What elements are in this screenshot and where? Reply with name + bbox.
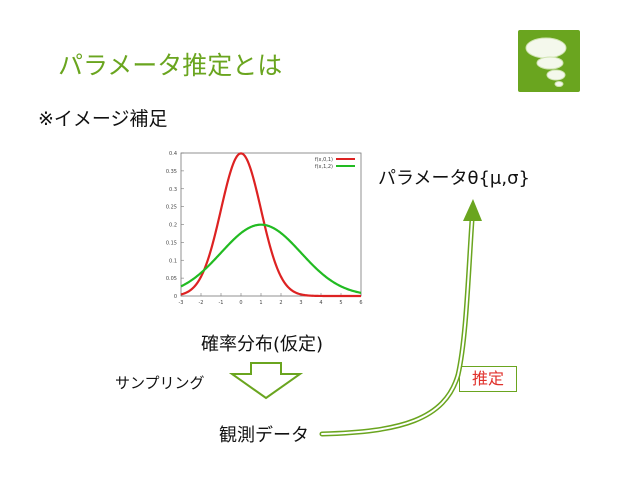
y-tick-label: 0.4 [169, 151, 177, 157]
legend-label: f(x,0,1) [315, 157, 333, 163]
y-tick-label: 0.05 [166, 276, 177, 282]
distribution-label: 確率分布(仮定) [201, 334, 324, 355]
x-tick-label: 5 [339, 300, 342, 306]
y-tick-label: 0.35 [166, 169, 177, 175]
observed-data-label: 観測データ [219, 425, 309, 446]
sampling-down-arrow [228, 362, 304, 400]
x-tick-label: -3 [179, 300, 184, 306]
y-tick-label: 0 [174, 294, 177, 300]
x-tick-label: -1 [219, 300, 224, 306]
x-tick-label: 3 [299, 300, 302, 306]
legend-label: f(x,1,2) [315, 164, 333, 170]
y-tick-label: 0.2 [169, 223, 177, 229]
y-tick-label: 0.3 [169, 187, 177, 193]
y-tick-label: 0.15 [166, 240, 177, 246]
x-tick-label: 0 [239, 300, 242, 306]
y-tick-label: 0.25 [166, 205, 177, 211]
distribution-chart: 0 0.05 0.1 0.15 0.2 0.25 0.3 0.35 0.4 -3 -2 -1 0 1 2 3… [166, 151, 363, 306]
x-tick-label: 1 [259, 300, 262, 306]
parameter-label: パラメータθ{μ,σ} [378, 168, 530, 189]
x-tick-label: -2 [199, 300, 204, 306]
x-tick-label: 6 [359, 300, 362, 306]
sampling-label: サンプリング [115, 374, 205, 392]
x-tick-label: 2 [279, 300, 282, 306]
x-tick-label: 4 [319, 300, 322, 306]
y-tick-label: 0.1 [169, 258, 177, 264]
speech-bubbles-icon [518, 30, 580, 92]
slide-title: パラメータ推定とは [58, 51, 283, 80]
curve-f(x,0,1) [180, 152, 361, 298]
plot-frame [180, 152, 362, 297]
estimate-box: 推定 [459, 366, 517, 392]
note-text: ※イメージ補足 [38, 108, 168, 130]
